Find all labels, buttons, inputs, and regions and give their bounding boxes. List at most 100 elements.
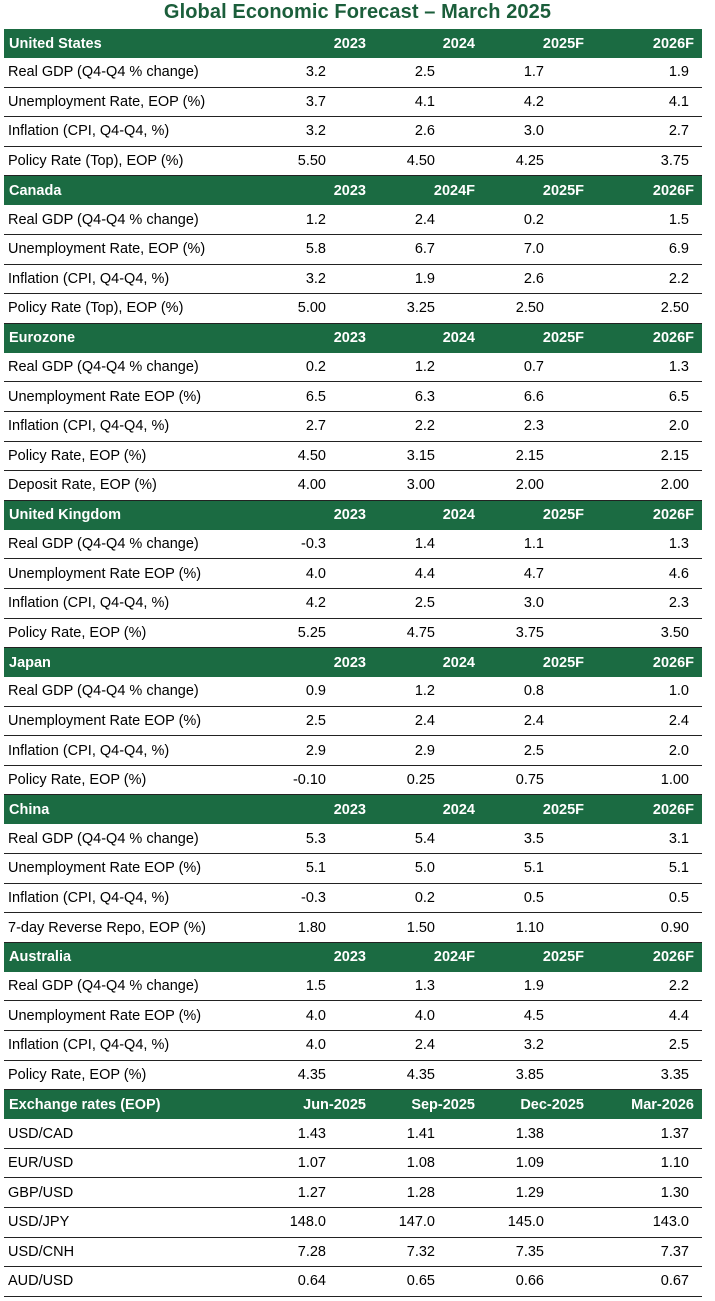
cell-value: 147.0 — [374, 1207, 483, 1238]
cell-value: 4.35 — [266, 1060, 374, 1091]
cell-value: 3.2 — [266, 264, 374, 295]
cell-value: 4.4 — [374, 558, 483, 589]
row-label: AUD/USD — [4, 1266, 266, 1297]
cell-value: 1.43 — [266, 1119, 374, 1149]
cell-value: 2.0 — [592, 735, 702, 766]
table-row: USD/CNH 7.28 7.32 7.35 7.37 — [4, 1237, 702, 1268]
cell-value: 2.3 — [483, 411, 592, 442]
cell-value: 1.9 — [592, 58, 702, 88]
cell-value: 2.4 — [374, 706, 483, 737]
cell-value: 3.50 — [592, 618, 702, 649]
column-header: 2023 — [266, 794, 374, 825]
cell-value: 2.5 — [266, 706, 374, 737]
row-label: Policy Rate, EOP (%) — [4, 441, 266, 472]
table-row: Inflation (CPI, Q4-Q4, %) 4.2 2.5 3.0 2.3 — [4, 588, 702, 619]
cell-value: 6.9 — [592, 234, 702, 265]
cell-value: 6.7 — [374, 234, 483, 265]
page-title: Global Economic Forecast – March 2025 — [163, 1, 552, 23]
cell-value: 4.0 — [266, 1000, 374, 1032]
cell-value: 1.9 — [374, 264, 483, 295]
cell-value: 4.4 — [592, 1000, 702, 1032]
cell-value: 1.3 — [592, 352, 702, 383]
row-label: Policy Rate (Top), EOP (%) — [4, 293, 266, 324]
column-header: 2025F — [483, 323, 592, 353]
cell-value: 3.2 — [266, 116, 374, 147]
cell-value: 2.5 — [483, 735, 592, 766]
cell-value: 2.0 — [592, 411, 702, 442]
table-row: USD/CAD 1.43 1.41 1.38 1.37 — [4, 1119, 702, 1149]
section-name: China — [4, 794, 266, 825]
column-header: 2024F — [374, 942, 483, 972]
cell-value: 4.0 — [266, 558, 374, 589]
row-label: EUR/USD — [4, 1148, 266, 1179]
cell-value: 4.50 — [266, 441, 374, 472]
table-row: Inflation (CPI, Q4-Q4, %) -0.3 0.2 0.5 0.5 — [4, 883, 702, 914]
table-row: GBP/USD 1.27 1.28 1.29 1.30 — [4, 1177, 702, 1208]
cell-value: 3.75 — [592, 146, 702, 177]
column-header: 2024 — [374, 794, 483, 825]
cell-value: 4.0 — [374, 1000, 483, 1032]
cell-value: 6.5 — [592, 381, 702, 412]
cell-value: 3.1 — [592, 824, 702, 855]
cell-value: 3.2 — [266, 58, 374, 88]
row-label: Unemployment Rate EOP (%) — [4, 706, 266, 737]
cell-value: 2.4 — [374, 205, 483, 235]
table-row: Policy Rate, EOP (%) -0.10 0.25 0.75 1.00 — [4, 765, 702, 796]
section-name: United States — [4, 29, 266, 58]
cell-value: 2.2 — [592, 971, 702, 1002]
column-header: 2025F — [483, 794, 592, 825]
section-header-row: Canada 2023 2024F 2025F 2026F — [4, 175, 702, 206]
table-row: Policy Rate, EOP (%) 4.35 4.35 3.85 3.35 — [4, 1060, 702, 1091]
column-header: 2024F — [374, 175, 483, 206]
cell-value: 2.4 — [374, 1030, 483, 1061]
cell-value: 3.25 — [374, 293, 483, 324]
cell-value: 0.90 — [592, 912, 702, 943]
column-header: Sep-2025 — [374, 1089, 483, 1120]
cell-value: 3.2 — [483, 1030, 592, 1061]
cell-value: 2.5 — [592, 1030, 702, 1061]
cell-value: 4.75 — [374, 618, 483, 649]
cell-value: 1.37 — [592, 1119, 702, 1149]
cell-value: 1.0 — [592, 677, 702, 707]
column-header: 2023 — [266, 29, 374, 58]
cell-value: 3.75 — [483, 618, 592, 649]
row-label: Inflation (CPI, Q4-Q4, %) — [4, 883, 266, 914]
cell-value: 0.75 — [483, 765, 592, 796]
cell-value: 2.6 — [374, 116, 483, 147]
cell-value: 1.27 — [266, 1177, 374, 1208]
column-header: 2026F — [592, 29, 702, 58]
table-row: 7-day Reverse Repo, EOP (%) 1.80 1.50 1.10 0… — [4, 912, 702, 943]
cell-value: 1.80 — [266, 912, 374, 943]
cell-value: 1.41 — [374, 1119, 483, 1149]
cell-value: 2.9 — [374, 735, 483, 766]
table-row: Inflation (CPI, Q4-Q4, %) 2.9 2.9 2.5 2.0 — [4, 735, 702, 766]
cell-value: 3.15 — [374, 441, 483, 472]
cell-value: 0.64 — [266, 1266, 374, 1297]
cell-value: 2.2 — [374, 411, 483, 442]
column-header: 2023 — [266, 500, 374, 530]
cell-value: 7.35 — [483, 1237, 592, 1268]
cell-value: 0.65 — [374, 1266, 483, 1297]
row-label: Inflation (CPI, Q4-Q4, %) — [4, 411, 266, 442]
cell-value: 3.5 — [483, 824, 592, 855]
forecast-table: United States 2023 2024 2025F 2026F Real GDP … — [4, 29, 702, 1297]
column-header: 2024 — [374, 647, 483, 678]
column-header: 2025F — [483, 647, 592, 678]
cell-value: 1.10 — [483, 912, 592, 943]
cell-value: 4.7 — [483, 558, 592, 589]
column-header: Dec-2025 — [483, 1089, 592, 1120]
table-row: Real GDP (Q4-Q4 % change) 1.5 1.3 1.9 2.2 — [4, 971, 702, 1002]
section-name: Eurozone — [4, 323, 266, 353]
cell-value: 1.30 — [592, 1177, 702, 1208]
table-row: Inflation (CPI, Q4-Q4, %) 3.2 2.6 3.0 2.7 — [4, 116, 702, 147]
table-row: Deposit Rate, EOP (%) 4.00 3.00 2.00 2.00 — [4, 470, 702, 501]
column-header: 2026F — [592, 500, 702, 530]
row-label: Unemployment Rate EOP (%) — [4, 558, 266, 589]
cell-value: -0.10 — [266, 765, 374, 796]
cell-value: 1.38 — [483, 1119, 592, 1149]
row-label: Real GDP (Q4-Q4 % change) — [4, 824, 266, 855]
row-label: Inflation (CPI, Q4-Q4, %) — [4, 116, 266, 147]
section-header-row: United Kingdom 2023 2024 2025F 2026F — [4, 500, 702, 530]
cell-value: 1.29 — [483, 1177, 592, 1208]
cell-value: 2.7 — [266, 411, 374, 442]
